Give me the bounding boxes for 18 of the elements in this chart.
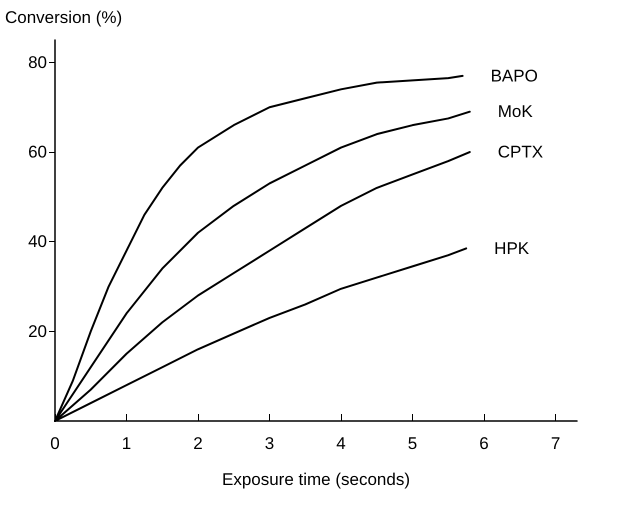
x-tick-label: 2: [193, 434, 203, 453]
x-tick-label: 0: [50, 434, 60, 453]
y-tick-label: 20: [28, 322, 47, 341]
series-label: HPK: [494, 238, 530, 258]
x-tick-label: 1: [122, 434, 132, 453]
y-tick-label: 60: [28, 142, 47, 162]
series-label: MoK: [498, 102, 534, 122]
series-label: CPTX: [498, 142, 544, 162]
series-label: BAPO: [490, 66, 538, 86]
x-tick-label: 6: [479, 434, 489, 453]
x-axis-title: Exposure time (seconds): [222, 470, 410, 489]
x-tick-label: 3: [264, 434, 274, 453]
x-tick-label: 4: [336, 434, 346, 453]
y-tick-label: 40: [28, 232, 47, 252]
y-tick-label: 80: [28, 52, 47, 72]
x-tick-label: 7: [550, 434, 560, 453]
y-axis-title: Conversion (%): [5, 8, 122, 27]
x-tick-label: 5: [408, 434, 418, 453]
